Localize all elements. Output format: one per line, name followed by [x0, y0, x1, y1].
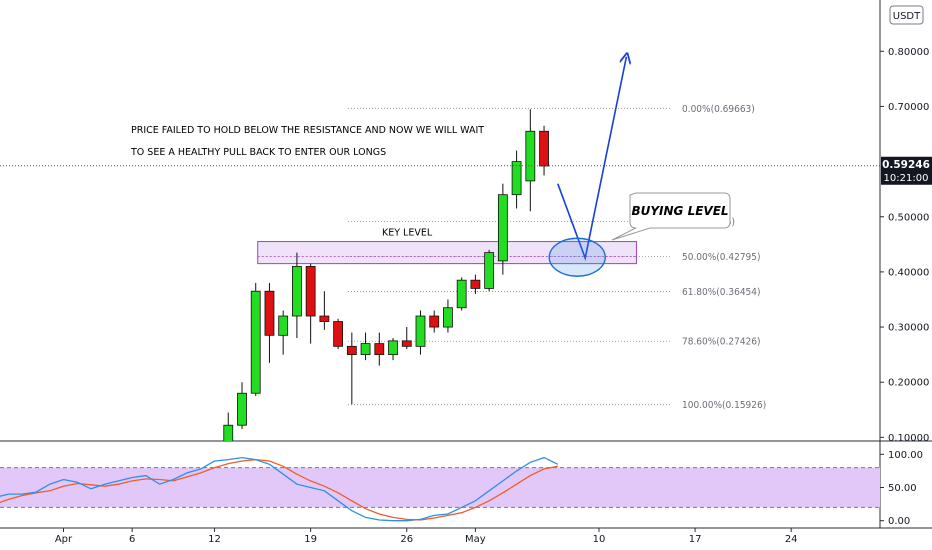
candle — [511, 150, 522, 209]
stoch-k-line — [0, 456, 559, 522]
price-tick-label: 0.40000 — [888, 267, 929, 278]
time-tick-label: Apr — [55, 534, 73, 545]
stoch-tick-labels: 100.00 50.00 0.00 — [880, 450, 923, 527]
candle — [415, 310, 426, 355]
analysis-note-line-1: PRICE FAILED TO HOLD BELOW THE RESISTANC… — [131, 125, 484, 136]
price-axis: USDT 0.80000 0.70000 0.50000 0.40000 0.30000… — [879, 0, 929, 528]
candles — [223, 109, 549, 441]
candle — [539, 125, 549, 176]
candle — [374, 332, 385, 366]
stoch-d-line — [0, 458, 558, 521]
candle — [223, 412, 234, 441]
time-axis: Apr 6 12 19 26 May 10 17 24 — [0, 527, 932, 545]
candle — [319, 291, 330, 330]
candle — [237, 382, 247, 430]
time-tick-label: 10 — [593, 534, 606, 545]
price-tag-countdown: 10:21:00 — [884, 173, 929, 184]
projection-arrow — [557, 57, 627, 262]
candle-body — [456, 279, 467, 309]
candle-body — [346, 345, 357, 356]
candle — [456, 277, 467, 311]
candle-body — [429, 315, 440, 328]
candle — [264, 282, 275, 363]
candle-body — [443, 307, 453, 328]
candle-body — [484, 252, 495, 289]
candle — [250, 282, 261, 396]
candle-body — [511, 161, 522, 196]
time-tick-label: 26 — [400, 534, 413, 545]
time-tick-label: 6 — [129, 534, 135, 545]
candle — [443, 299, 453, 333]
time-tick-label: 19 — [304, 534, 317, 545]
candle — [333, 318, 344, 350]
key-level-zone: KEY LEVEL — [257, 228, 637, 265]
candle — [484, 249, 495, 292]
candle-body — [470, 279, 481, 289]
fib-level-label: 0.00%(0.69663) — [682, 104, 755, 115]
candle-body — [374, 343, 385, 356]
candle-body — [333, 321, 344, 347]
stoch-band — [0, 467, 880, 508]
candle-body — [292, 265, 302, 317]
candle — [305, 263, 316, 344]
candle-body — [497, 194, 508, 262]
time-tick-label: 17 — [689, 534, 702, 545]
price-tick-labels: 0.80000 0.70000 0.50000 0.40000 0.30000 0.200… — [880, 47, 929, 444]
candle — [497, 183, 508, 275]
buying-level-callout: BUYING LEVEL — [611, 192, 731, 241]
fib-level-label: 78.60%(0.27426) — [682, 337, 761, 348]
buy-zone-ellipse — [548, 237, 606, 277]
price-tick-label: 0.20000 — [888, 378, 929, 389]
buying-level-label: BUYING LEVEL — [631, 204, 728, 218]
candle-body — [401, 340, 412, 347]
price-tick-label: 0.70000 — [888, 102, 929, 113]
candle-body — [264, 290, 275, 336]
stoch-tick-label: 100.00 — [888, 450, 923, 461]
time-tick-label: May — [465, 534, 486, 545]
stoch-tick-label: 50.00 — [888, 483, 917, 494]
candle — [470, 274, 481, 294]
candle-body — [223, 424, 234, 441]
time-tick-labels: Apr 6 12 19 26 May 10 17 24 — [55, 528, 798, 545]
candle — [525, 109, 536, 212]
candle-body — [305, 265, 316, 317]
fib-level-label: 100.00%(0.15926) — [682, 400, 766, 411]
stoch-tick-label: 0.00 — [888, 516, 910, 527]
time-tick-label: 12 — [208, 534, 221, 545]
candle-body — [525, 130, 536, 182]
current-price-tag: 0.59246 10:21:00 — [881, 156, 932, 185]
candle-body — [415, 315, 426, 347]
price-tick-label: 0.30000 — [888, 323, 929, 334]
svg-text:USDT: USDT — [893, 11, 921, 22]
candle — [388, 338, 398, 361]
candle-body — [539, 130, 549, 167]
price-tick-label: 0.80000 — [888, 47, 929, 58]
candle — [278, 310, 289, 355]
candle-body — [388, 340, 398, 356]
key-level-label: KEY LEVEL — [382, 228, 433, 239]
price-tick-label: 0.50000 — [888, 212, 929, 223]
currency-badge: USDT — [889, 5, 924, 25]
candle-body — [319, 315, 330, 322]
candle-body — [250, 290, 261, 394]
price-tag-value: 0.59246 — [882, 159, 930, 171]
fib-level-label: 50.00%(0.42795) — [682, 252, 761, 263]
candle-body — [278, 315, 289, 336]
candle — [429, 310, 440, 333]
analysis-note-line-2: TO SEE A HEALTHY PULL BACK TO ENTER OUR … — [130, 147, 386, 158]
candle-body — [360, 343, 371, 356]
time-tick-label: 24 — [785, 534, 798, 545]
candle — [360, 332, 371, 361]
candle — [346, 332, 357, 405]
price-tick-label: 0.10000 — [888, 433, 929, 444]
candle — [401, 327, 412, 350]
fib-level-label: 61.80%(0.36454) — [682, 287, 761, 298]
stoch-pane — [0, 456, 880, 522]
candle-body — [237, 392, 247, 426]
candle — [292, 252, 302, 339]
key-level-box — [257, 241, 637, 265]
